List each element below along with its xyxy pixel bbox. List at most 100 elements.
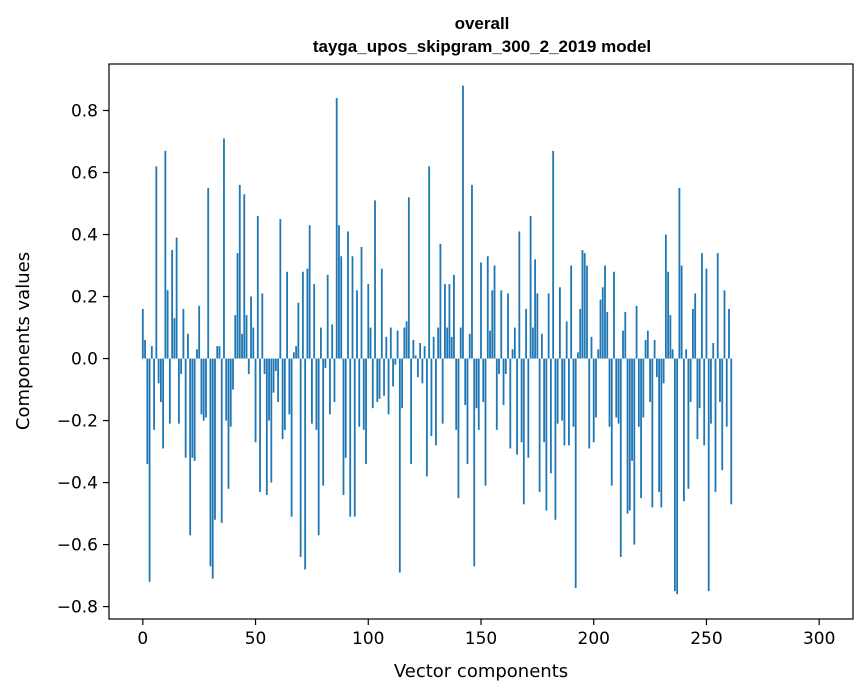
bar [599,299,602,359]
bar [141,308,144,359]
bar [534,259,537,359]
bar [360,246,363,359]
bars-group [141,85,733,595]
bar [351,256,354,359]
chart-title-line1: overall [455,14,510,33]
bar [637,358,640,427]
bar [301,271,304,359]
bar [631,358,633,461]
bar [403,327,406,359]
bar [723,290,726,359]
bar [678,188,681,359]
bar [344,358,347,458]
bar [577,352,579,359]
bar [322,358,325,486]
bar [223,138,225,359]
bar [157,358,160,384]
bar [549,358,552,474]
x-axis-label: Vector components [394,661,568,682]
bar [414,355,417,359]
bar [423,346,426,359]
bar [628,358,631,511]
bar [177,358,180,424]
bar [662,358,665,384]
bar [579,308,582,359]
bar [498,358,500,375]
bar [353,358,356,517]
bar [259,358,261,492]
bar [175,237,178,359]
bar [311,358,313,424]
bar [437,327,440,359]
x-tick-label: 50 [245,629,267,649]
bar [164,150,167,359]
bar [658,358,661,492]
bar [622,330,624,359]
bar [380,268,383,359]
bar [491,290,494,359]
bar [694,293,697,359]
bar [268,358,270,421]
bar [455,358,458,430]
bar [389,327,392,359]
bar [527,358,530,458]
bar [556,358,559,424]
bar [552,150,555,359]
bar [477,358,480,430]
bar [640,358,642,499]
bar [660,358,663,508]
y-tick-label: −0.8 [57,598,98,618]
bar [155,166,158,359]
y-tick-label: 0.6 [71,164,98,184]
bar [509,358,512,449]
bar [412,339,415,359]
bar [358,358,361,427]
bar [531,327,534,359]
bar [410,358,413,464]
bar [712,343,715,359]
bar [608,358,611,427]
bar [667,271,670,359]
bar [495,358,498,430]
bar [590,336,593,359]
bar [588,358,591,449]
bar [299,358,302,557]
bar [365,358,367,464]
bar [473,358,476,567]
bar [374,200,376,359]
bar [500,290,503,359]
bar [635,305,638,359]
bar [324,358,327,368]
bar [320,327,322,359]
bar [644,339,647,359]
bar [182,308,185,359]
bar [401,358,403,409]
bar [540,333,543,359]
bar [236,253,239,359]
bar [597,349,600,359]
bar [394,358,397,365]
bar [254,358,257,443]
bar [173,318,176,359]
bar [570,265,573,359]
bar [297,302,300,359]
bar [536,293,539,359]
bar [144,339,146,359]
bar [250,296,252,359]
bar [475,358,478,409]
bar [432,336,435,359]
bar [525,308,527,359]
bar [626,358,629,514]
bar [191,358,194,458]
bar [218,346,221,359]
bar [547,293,550,359]
bar [383,358,385,396]
bar [148,358,151,582]
bar [601,287,604,359]
bar [646,330,649,359]
bar [448,284,451,359]
bar [466,358,469,464]
bar [281,358,284,440]
bar [371,358,374,409]
bar [211,358,214,579]
